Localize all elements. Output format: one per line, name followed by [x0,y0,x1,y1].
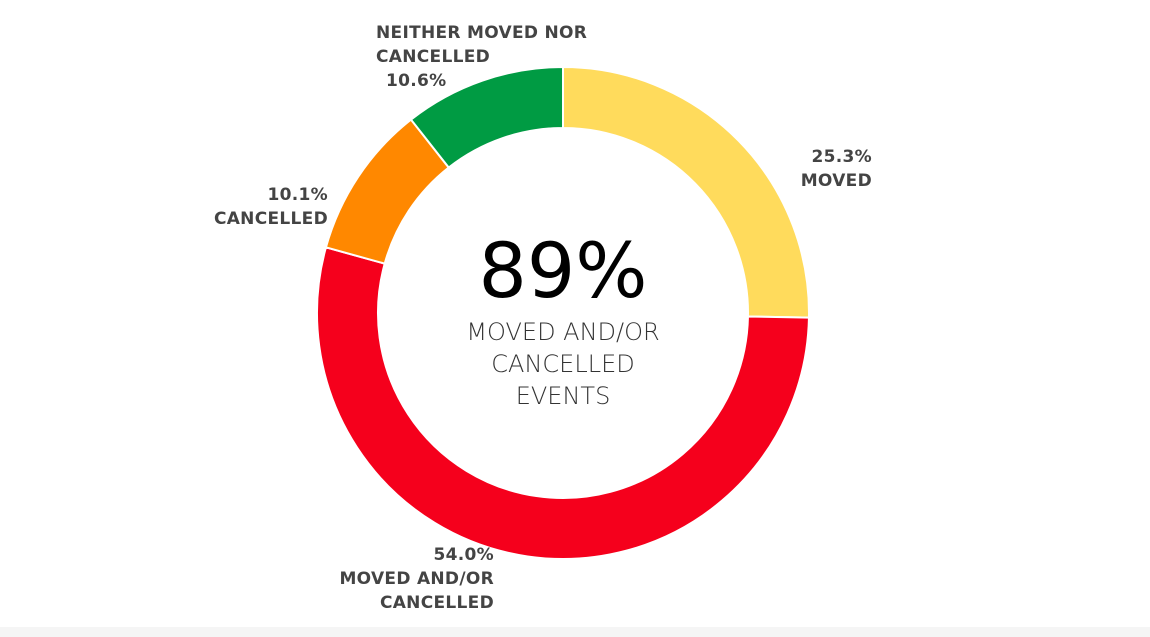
segment-label: NEITHER MOVED NOR CANCELLED 10.6% [376,21,636,93]
center-value: 89% [478,226,648,315]
donut-segment [409,65,564,169]
segment-label: 54.0% MOVED AND/OR CANCELLED [274,543,494,615]
value-label: 10.1% [267,185,328,205]
value-label: 54.0% [433,545,494,565]
value-label: 10.6% [386,71,447,91]
value-label: 25.3% [811,147,872,167]
category-label: MOVED AND/OR CANCELLED [339,569,494,613]
center-label: MOVED AND/OR CANCELLED EVENTS [466,318,660,410]
category-label: NEITHER MOVED NOR CANCELLED [376,23,588,67]
segment-label: 10.1% CANCELLED [168,183,328,231]
donut-segment [316,246,810,560]
category-label: CANCELLED [213,209,328,229]
footer-strip [0,627,1150,637]
segment-label: 25.3% MOVED [742,145,872,193]
category-label: MOVED [800,171,872,191]
